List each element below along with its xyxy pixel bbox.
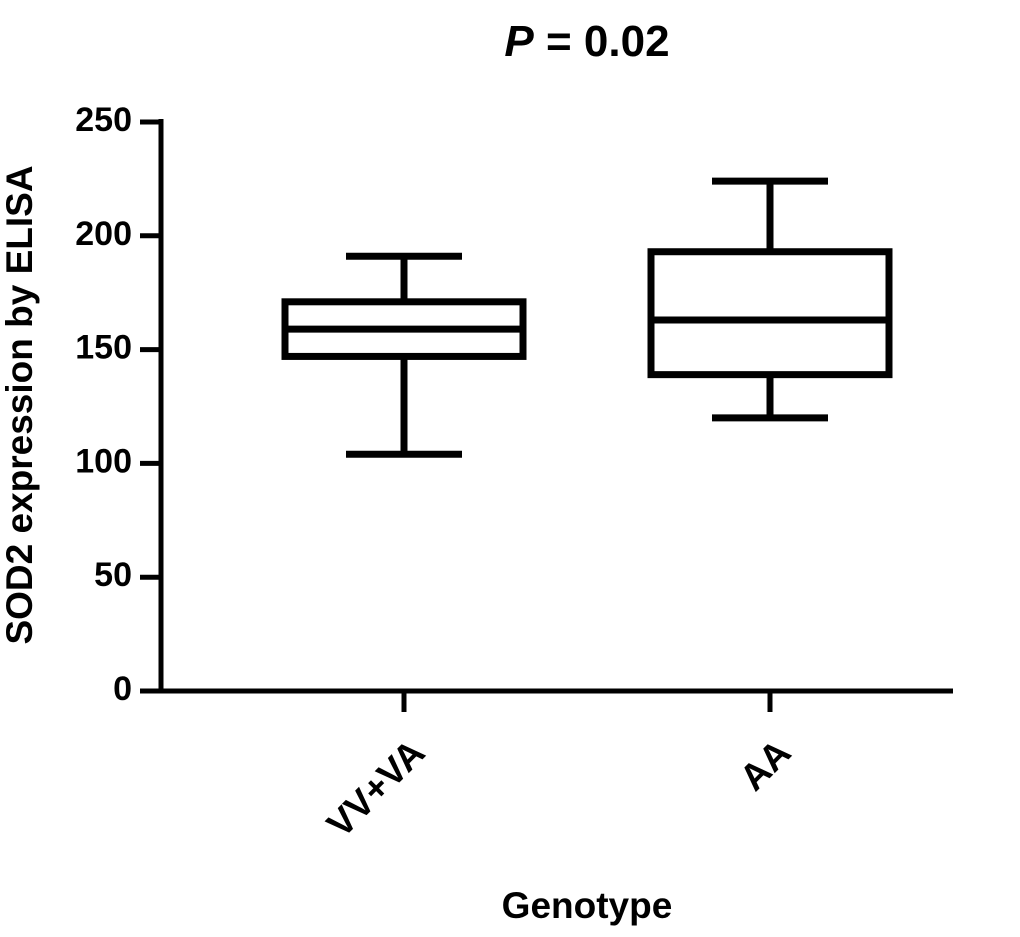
chart-title: P = 0.02 (504, 17, 669, 66)
y-tick-label: 100 (75, 442, 132, 480)
box-iqr (647, 248, 893, 379)
y-tick-label: 200 (75, 215, 132, 253)
x-tick-label: VV+VA (319, 732, 433, 846)
box-aa (647, 177, 893, 422)
y-axis-label: SOD2 expression by ELISA (0, 165, 40, 644)
y-tick-label: 50 (94, 556, 132, 594)
title-value: = 0.02 (534, 17, 670, 66)
x-axis-label: Genotype (502, 885, 673, 926)
y-tick-label: 0 (113, 670, 132, 708)
y-tick-label: 150 (75, 329, 132, 367)
y-tick-label: 250 (75, 101, 132, 139)
box-vv-va (281, 252, 527, 458)
axes (158, 119, 953, 694)
y-ticks: 0 50 100 150 200 250 (75, 101, 161, 708)
title-p-symbol: P (504, 17, 534, 66)
x-tick-label: AA (732, 732, 799, 799)
boxes (281, 177, 893, 458)
x-ticks: VV+VA AA (319, 691, 799, 845)
